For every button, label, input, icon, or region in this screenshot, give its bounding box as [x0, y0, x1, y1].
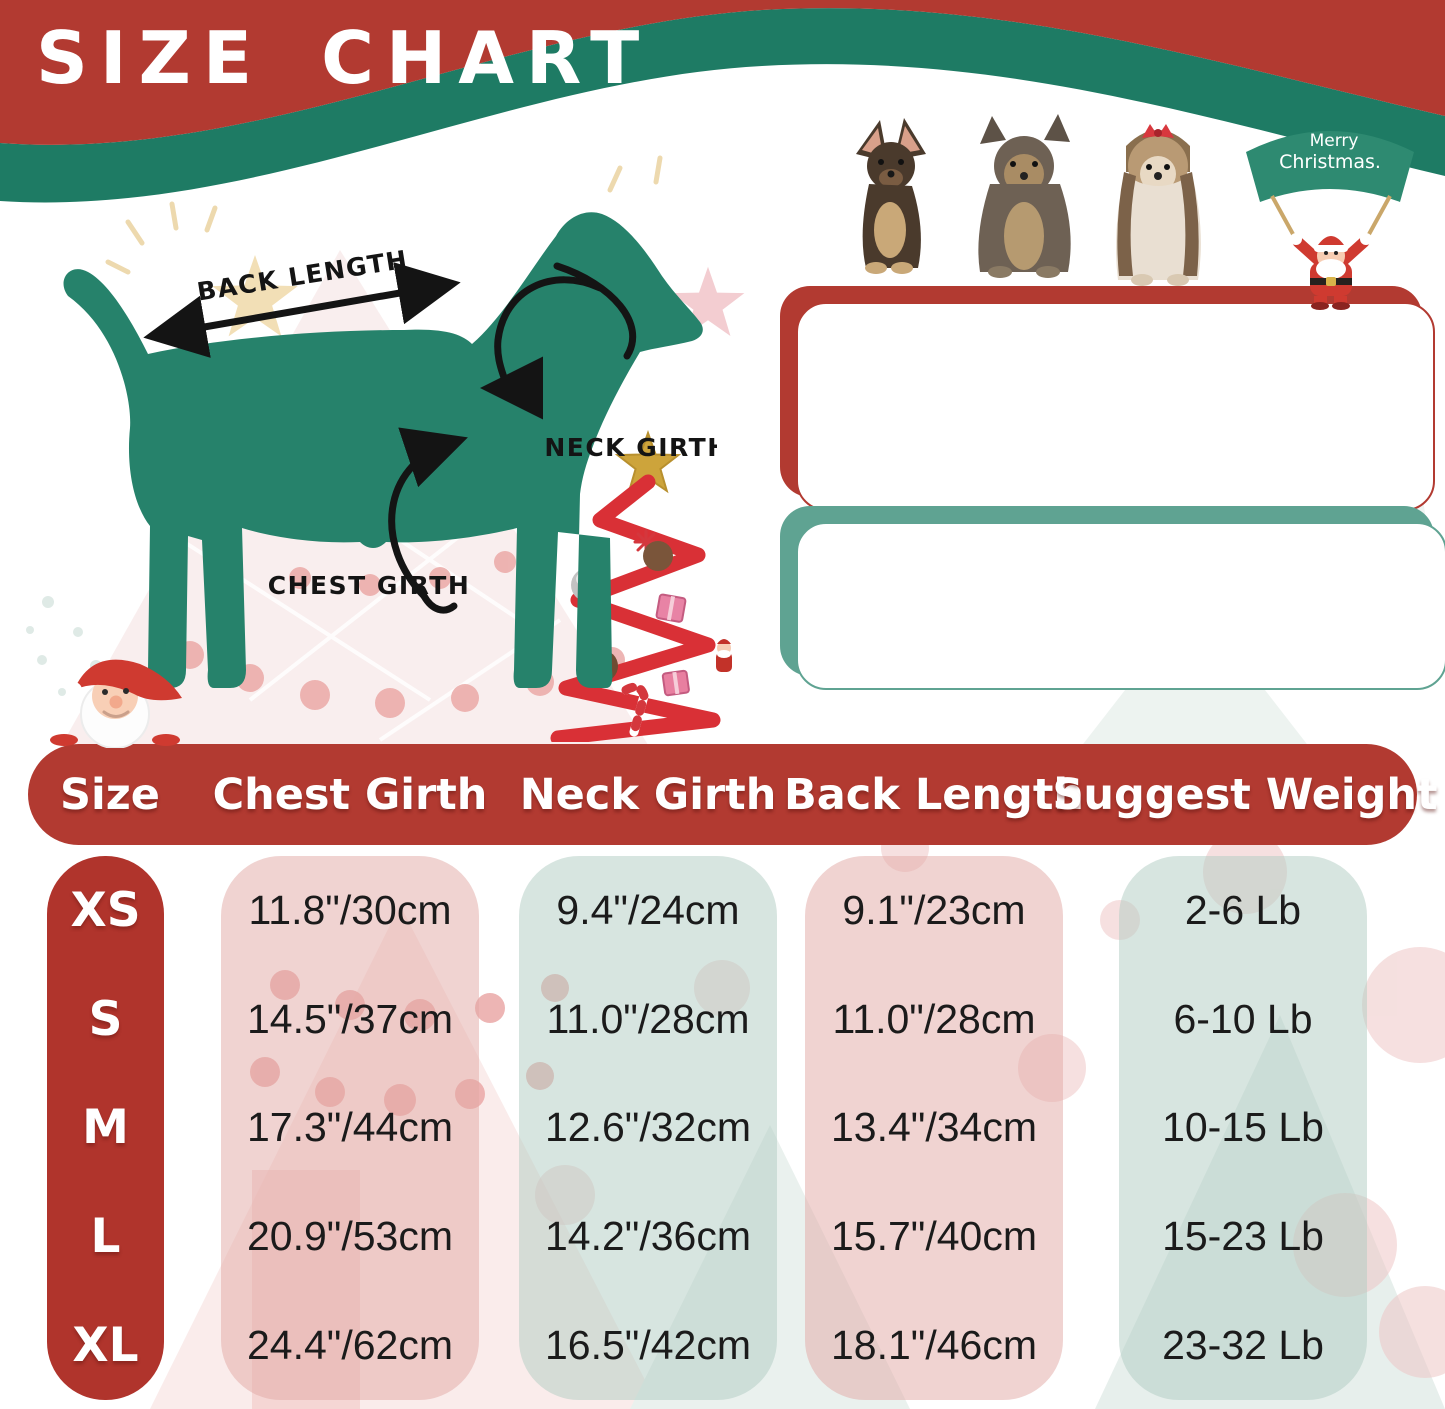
santa-figure: [1270, 195, 1392, 310]
back-length-column: 9.1"/23cm 11.0"/28cm 13.4"/34cm 15.7"/40…: [805, 856, 1063, 1400]
neck-value-xl: 16.5"/42cm: [544, 1322, 751, 1369]
chest-value-xl: 24.4"/62cm: [246, 1322, 453, 1369]
red-header-shape: [0, 0, 1445, 145]
pinecone-ornament: [643, 541, 673, 571]
santa-face-decoration: [50, 659, 182, 748]
neck-value-xs: 9.4"/24cm: [556, 886, 740, 933]
sizing-note: Queenmore pet apparel size may different…: [780, 286, 1435, 511]
size-label-xl: XL: [72, 1318, 139, 1374]
page-title: SIZE CHART: [36, 16, 652, 100]
back-length-arrow: [143, 262, 461, 358]
table-header-bar: [28, 744, 1417, 845]
sunray-lines: [105, 155, 663, 275]
suggest-weight-column: 2-6 Lb 6-10 Lb 10-15 Lb 15-23 Lb 23-32 L…: [1119, 856, 1367, 1400]
column-header-back-length: Back Length: [784, 769, 1084, 820]
dogs-photo: [856, 114, 1201, 286]
neck-girth-label: NECK GIRTH: [544, 433, 717, 462]
dog-photo-shih-tzu: [1116, 124, 1201, 286]
chest-girth-hook: [420, 592, 458, 614]
chest-value-l: 20.9"/53cm: [246, 1213, 453, 1260]
elasticity-note-text: The pet knit sweater has large elasticit…: [808, 534, 1389, 649]
gift-ornament-2: [661, 669, 690, 697]
weight-value-m: 10-15 Lb: [1162, 1104, 1324, 1151]
neck-girth-arc-back: [553, 262, 636, 360]
gift-ornament: [655, 593, 687, 623]
sizing-note-text: Queenmore pet apparel size may different…: [808, 314, 1368, 470]
size-label-m: M: [82, 1100, 129, 1156]
candy-cane-ornament: [621, 682, 649, 737]
chest-girth-arrow: [388, 427, 468, 600]
weight-value-xs: 2-6 Lb: [1184, 886, 1302, 933]
dog-photo-yorkshire-terrier: [978, 114, 1071, 278]
size-label-xs: XS: [70, 882, 141, 938]
christmas-banner: [1246, 131, 1414, 202]
size-label-l: L: [90, 1209, 121, 1265]
chest-value-xs: 11.8"/30cm: [248, 886, 452, 933]
weight-value-l: 15-23 Lb: [1162, 1213, 1324, 1260]
column-header-suggest-weight: Suggest Weight: [1052, 769, 1438, 820]
chest-girth-label: CHEST GIRTH: [268, 571, 471, 600]
mini-santa-ornament: [716, 639, 732, 672]
back-value-xs: 9.1"/23cm: [842, 886, 1026, 933]
weight-value-xl: 23-32 Lb: [1162, 1322, 1324, 1369]
red-ribbon: [550, 474, 721, 742]
pink-star: [671, 266, 745, 336]
neck-value-m: 12.6"/32cm: [544, 1104, 751, 1151]
dog-photo-chihuahua: [856, 118, 926, 274]
banner-line2: Christmas.: [1279, 151, 1381, 173]
back-value-m: 13.4"/34cm: [830, 1104, 1037, 1151]
dog-silhouette-icon: [63, 212, 703, 688]
column-header-chest-girth: Chest Girth: [212, 769, 488, 820]
back-value-xl: 18.1"/46cm: [830, 1322, 1037, 1369]
green-wave-band: [0, 8, 1445, 203]
chest-value-s: 14.5"/37cm: [246, 995, 453, 1042]
size-label-s: S: [88, 991, 123, 1047]
header-banner: [0, 0, 1445, 203]
back-value-s: 11.0"/28cm: [832, 995, 1036, 1042]
back-value-l: 15.7"/40cm: [830, 1213, 1037, 1260]
chest-girth-column: 11.8"/30cm 14.5"/37cm 17.3"/44cm 20.9"/5…: [221, 856, 479, 1400]
neck-girth-arrow: [480, 276, 604, 420]
neck-value-s: 11.0"/28cm: [546, 995, 750, 1042]
column-header-size: Size: [60, 769, 160, 820]
chest-value-m: 17.3"/44cm: [246, 1104, 453, 1151]
santa-merry-christmas: Merry Christmas.: [1246, 131, 1414, 310]
column-header-neck-girth: Neck Girth: [519, 769, 777, 820]
dog-measurement-diagram: BACK LENGTH NECK GIRTH CHEST GIRTH: [63, 212, 717, 688]
banner-line1: Merry: [1310, 131, 1359, 151]
neck-girth-column: 9.4"/24cm 11.0"/28cm 12.6"/32cm 14.2"/36…: [519, 856, 777, 1400]
weight-value-s: 6-10 Lb: [1173, 995, 1313, 1042]
elasticity-note: The pet knit sweater has large elasticit…: [780, 506, 1445, 689]
size-column: XS S M L XL: [47, 856, 164, 1400]
neck-value-l: 14.2"/36cm: [544, 1213, 751, 1260]
